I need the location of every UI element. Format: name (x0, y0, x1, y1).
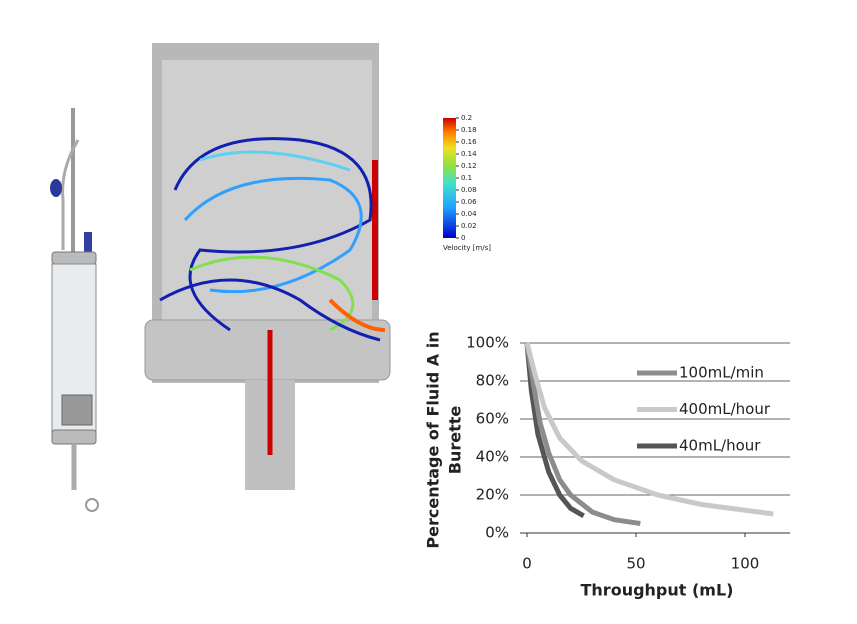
series-line (524, 342, 641, 526)
colorbar-tick-label: 0.08 (461, 186, 477, 194)
colorbar-tick-label: 0.14 (461, 150, 477, 158)
legend-label: 40mL/hour (679, 437, 761, 455)
colorbar-tick-label: 0.18 (461, 126, 477, 134)
colorbar (443, 118, 456, 238)
colorbar-tick-label: 0.04 (461, 210, 477, 218)
x-tick-label: 0 (522, 555, 532, 573)
colorbar-tick-label: 0.02 (461, 222, 477, 230)
y-tick-label: 20% (476, 486, 509, 504)
legend-label: 100mL/min (679, 364, 764, 382)
series-line (524, 342, 774, 517)
y-tick-label: 100% (466, 334, 509, 352)
colorbar-tick-label: 0 (461, 234, 465, 242)
series-line (524, 342, 585, 519)
y-tick-label: 60% (476, 410, 509, 428)
legend-label: 400mL/hour (679, 400, 771, 418)
x-tick-label: 50 (626, 555, 645, 573)
cfd-render (144, 43, 391, 490)
colorbar-label: Velocity [m/s] (443, 244, 491, 252)
y-tick-label: 80% (476, 372, 509, 390)
y-axis-title: Percentage of Fluid A in (424, 331, 443, 548)
y-tick-label: 0% (485, 524, 509, 542)
colorbar-tick-label: 0.1 (461, 174, 472, 182)
colorbar-tick-label: 0.2 (461, 114, 472, 122)
x-axis-title: Throughput (mL) (581, 581, 734, 600)
y-tick-label: 40% (476, 448, 509, 466)
y-axis-title: Burette (446, 406, 465, 475)
burette-illustration (50, 108, 99, 512)
colorbar-tick-label: 0.12 (461, 162, 477, 170)
colorbar-tick-label: 0.06 (461, 198, 477, 206)
x-tick-label: 100 (731, 555, 760, 573)
colorbar-tick-label: 0.16 (461, 138, 477, 146)
